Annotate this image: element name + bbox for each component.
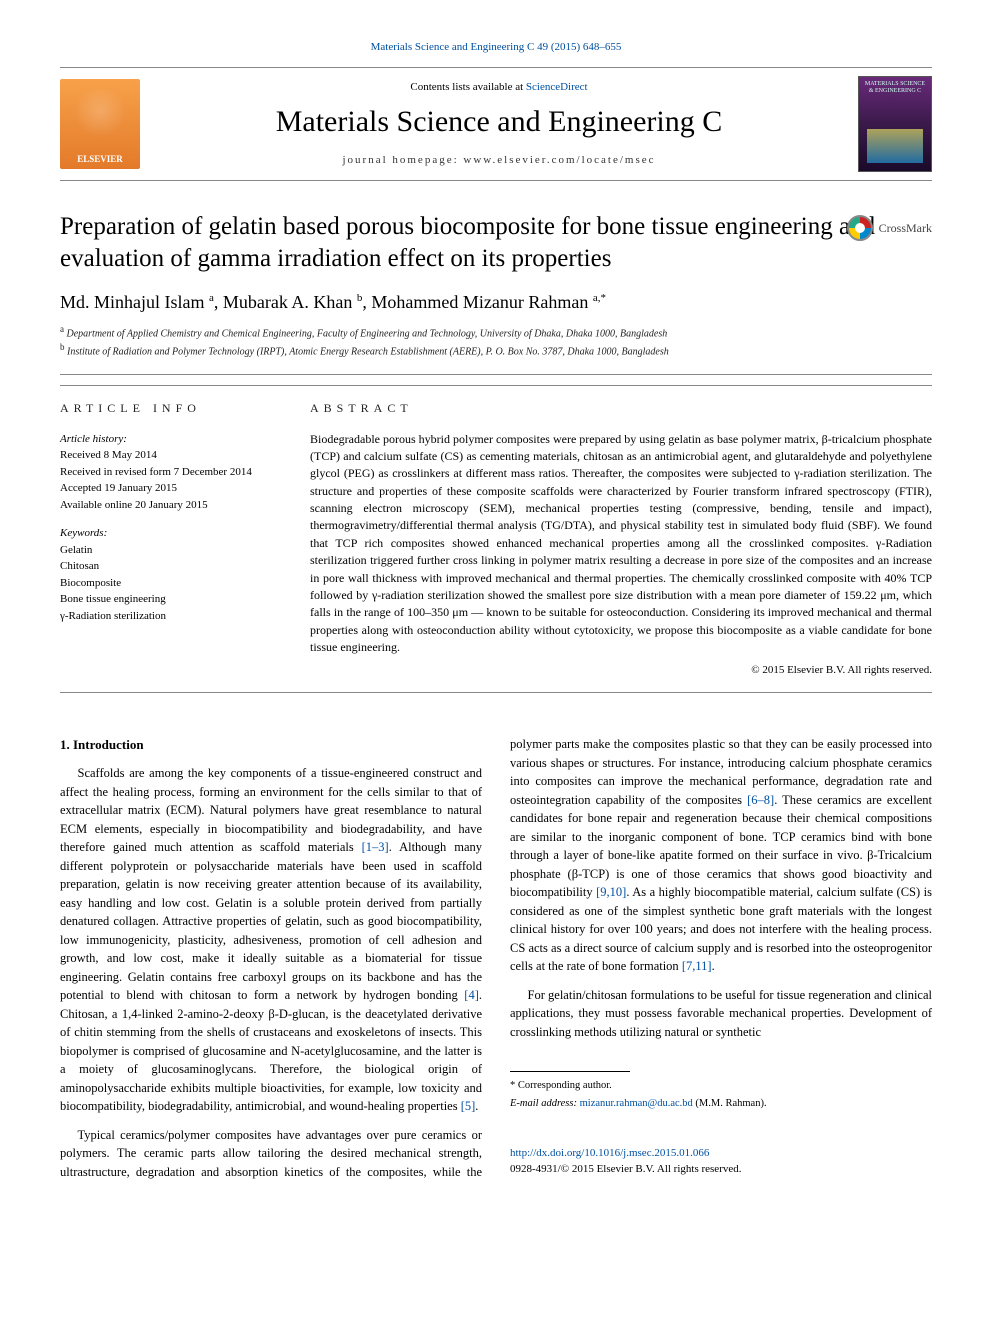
journal-homepage: journal homepage: www.elsevier.com/locat… — [140, 153, 858, 168]
elsevier-logo: ELSEVIER — [60, 79, 140, 169]
abstract-head: ABSTRACT — [310, 400, 932, 417]
running-citation-link[interactable]: Materials Science and Engineering C 49 (… — [371, 41, 622, 53]
article-front-matter: CrossMark Preparation of gelatin based p… — [60, 211, 932, 374]
body-text: . — [712, 959, 715, 973]
email-label: E-mail address: — [510, 1098, 580, 1109]
body-text: . These ceramics are excellent candidate… — [510, 793, 932, 900]
ref-link[interactable]: [1–3] — [362, 840, 389, 854]
cover-text: MATERIALS SCIENCE & ENGINEERING C — [863, 81, 927, 94]
article-title: Preparation of gelatin based porous bioc… — [60, 211, 932, 274]
keyword: Bone tissue engineering — [60, 591, 274, 608]
doi-link[interactable]: http://dx.doi.org/10.1016/j.msec.2015.01… — [510, 1147, 709, 1159]
info-abstract-row: ARTICLE INFO Article history: Received 8… — [60, 385, 932, 693]
ref-link[interactable]: [9,10] — [596, 885, 626, 899]
footer-area: * Corresponding author. E-mail address: … — [510, 1071, 932, 1178]
body-columns: 1. Introduction Scaffolds are among the … — [60, 735, 932, 1181]
body-text: . Although many different polyprotein or… — [60, 840, 482, 1002]
ref-link[interactable]: [6–8] — [747, 793, 774, 807]
body-text: . Chitosan, a 1,4-linked 2-amino-2-deoxy… — [60, 988, 482, 1113]
journal-name: Materials Science and Engineering C — [140, 101, 858, 143]
article-history: Article history: Received 8 May 2014 Rec… — [60, 431, 274, 514]
ref-link[interactable]: [5] — [461, 1099, 476, 1113]
keyword: Biocomposite — [60, 575, 274, 592]
contents-line: Contents lists available at ScienceDirec… — [140, 80, 858, 95]
ref-link[interactable]: [4] — [464, 988, 479, 1002]
corresponding-email[interactable]: mizanur.rahman@du.ac.bd — [580, 1098, 693, 1109]
abstract-text: Biodegradable porous hybrid polymer comp… — [310, 431, 932, 657]
crossmark-icon — [847, 215, 873, 241]
online-date: Available online 20 January 2015 — [60, 497, 274, 514]
keyword: γ-Radiation sterilization — [60, 608, 274, 625]
revised-date: Received in revised form 7 December 2014 — [60, 464, 274, 481]
keywords-label: Keywords: — [60, 525, 274, 542]
keyword: Gelatin — [60, 542, 274, 559]
corresponding-note: * Corresponding author. — [510, 1078, 932, 1094]
email-line: E-mail address: mizanur.rahman@du.ac.bd … — [510, 1096, 932, 1112]
journal-header-center: Contents lists available at ScienceDirec… — [140, 80, 858, 169]
sciencedirect-link[interactable]: ScienceDirect — [526, 81, 588, 93]
section-heading: 1. Introduction — [60, 735, 482, 754]
body-paragraph: Scaffolds are among the key components o… — [60, 764, 482, 1116]
affil-b: b Institute of Radiation and Polymer Tec… — [60, 341, 932, 359]
abstract-copyright: © 2015 Elsevier B.V. All rights reserved… — [310, 663, 932, 678]
elsevier-logo-label: ELSEVIER — [77, 153, 123, 166]
keywords-block: Keywords: Gelatin Chitosan Biocomposite … — [60, 525, 274, 624]
doi-block: http://dx.doi.org/10.1016/j.msec.2015.01… — [510, 1145, 932, 1178]
received-date: Received 8 May 2014 — [60, 447, 274, 464]
article-info: ARTICLE INFO Article history: Received 8… — [60, 386, 290, 692]
issn-copyright: 0928-4931/© 2015 Elsevier B.V. All right… — [510, 1163, 742, 1175]
affil-a: a Department of Applied Chemistry and Ch… — [60, 323, 932, 341]
homepage-url: www.elsevier.com/locate/msec — [463, 154, 655, 166]
email-suffix: (M.M. Rahman). — [693, 1098, 767, 1109]
journal-cover-thumb: MATERIALS SCIENCE & ENGINEERING C — [858, 76, 932, 172]
crossmark-label: CrossMark — [879, 220, 932, 237]
affil-b-text: Institute of Radiation and Polymer Techn… — [67, 347, 669, 358]
crossmark-badge[interactable]: CrossMark — [847, 215, 932, 241]
journal-header: ELSEVIER Contents lists available at Sci… — [60, 67, 932, 181]
affiliations: a Department of Applied Chemistry and Ch… — [60, 323, 932, 360]
contents-prefix: Contents lists available at — [410, 81, 525, 93]
homepage-prefix: journal homepage: — [342, 154, 463, 166]
article-info-head: ARTICLE INFO — [60, 400, 274, 417]
keyword: Chitosan — [60, 558, 274, 575]
accepted-date: Accepted 19 January 2015 — [60, 480, 274, 497]
body-text: For gelatin/chitosan formulations to be … — [510, 988, 932, 1039]
running-citation: Materials Science and Engineering C 49 (… — [60, 40, 932, 55]
body-paragraph: For gelatin/chitosan formulations to be … — [510, 986, 932, 1042]
abstract-block: ABSTRACT Biodegradable porous hybrid pol… — [290, 386, 932, 692]
footnote-rule — [510, 1071, 630, 1072]
affil-a-text: Department of Applied Chemistry and Chem… — [67, 328, 668, 339]
author-list: Md. Minhajul Islam a, Mubarak A. Khan b,… — [60, 290, 932, 315]
body-text: . — [475, 1099, 478, 1113]
history-label: Article history: — [60, 431, 274, 448]
ref-link[interactable]: [7,11] — [682, 959, 712, 973]
